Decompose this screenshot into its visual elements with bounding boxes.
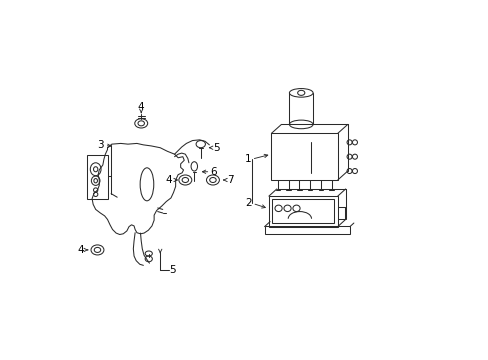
Bar	[272, 199, 333, 223]
Text: 4: 4	[77, 245, 83, 255]
Text: 5: 5	[213, 143, 220, 153]
Bar	[264, 226, 349, 234]
Text: 4: 4	[138, 102, 144, 112]
Text: 1: 1	[244, 154, 251, 164]
Bar	[271, 134, 337, 180]
Bar	[86, 155, 107, 199]
Text: 2: 2	[244, 198, 251, 208]
Bar	[268, 196, 337, 226]
Text: 3: 3	[97, 140, 103, 150]
Text: 5: 5	[168, 265, 175, 275]
Text: 6: 6	[210, 167, 217, 177]
Text: 7: 7	[227, 175, 234, 185]
Text: 4: 4	[165, 175, 172, 185]
Ellipse shape	[289, 89, 312, 97]
